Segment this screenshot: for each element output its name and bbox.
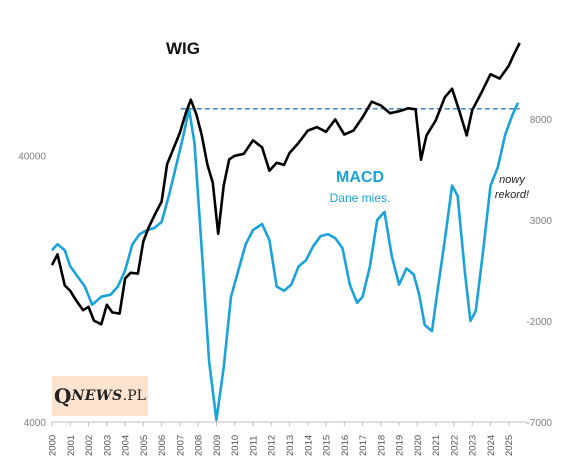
wig-label: WIG xyxy=(166,39,200,58)
right-tick-label: -7000 xyxy=(526,418,552,429)
right-tick-label: 3000 xyxy=(530,216,553,227)
x-tick-label: 2016 xyxy=(340,435,351,456)
record-annotation-line1: nowy xyxy=(499,174,526,186)
x-tick-label: 2003 xyxy=(102,435,113,456)
x-tick-label: 2012 xyxy=(267,435,278,456)
right-axis-ticks: 8000 3000 -2000 -7000 xyxy=(526,115,552,429)
x-tick-label: 2005 xyxy=(139,435,150,456)
x-tick-label: 2013 xyxy=(285,435,296,456)
left-tick-label: 40000 xyxy=(18,151,46,162)
x-tick-label: 2000 xyxy=(48,435,59,456)
macd-sublabel: Dane mies. xyxy=(330,191,391,205)
x-tick-label: 2001 xyxy=(66,435,77,456)
logo-dot: . xyxy=(122,388,128,404)
x-tick-label: 2021 xyxy=(431,435,442,456)
x-tick-label: 2019 xyxy=(395,435,406,456)
x-tick-label: 2020 xyxy=(413,435,424,456)
right-tick-label: 8000 xyxy=(530,115,553,126)
macd-series-line xyxy=(51,102,520,422)
x-tick-label: 2025 xyxy=(504,435,515,456)
qnews-logo: Q NEWS. PL xyxy=(52,376,148,416)
x-tick-label: 2024 xyxy=(486,435,497,456)
x-tick-label: 2002 xyxy=(84,435,95,456)
x-tick-label: 2018 xyxy=(376,435,387,456)
left-tick-label: 4000 xyxy=(24,418,47,429)
x-tick-label: 2010 xyxy=(230,435,241,456)
x-tick-label: 2008 xyxy=(194,435,205,456)
x-tick-label: 2006 xyxy=(157,435,168,456)
right-tick-label: -2000 xyxy=(526,317,552,328)
x-tick-label: 2007 xyxy=(175,435,186,456)
logo-word-news: NEWS xyxy=(71,388,123,404)
logo-word-pl: PL xyxy=(127,388,146,404)
x-tick-label: 2014 xyxy=(303,435,314,456)
wig-series-line xyxy=(50,42,521,326)
x-tick-label: 2009 xyxy=(212,435,223,456)
x-tick-label: 2004 xyxy=(121,435,132,456)
x-axis-ticks: 2000 2001 2002 2003 2004 2005 2006 2007 2008 2009… xyxy=(48,422,515,456)
x-tick-label: 2015 xyxy=(322,435,333,456)
left-axis-ticks: 40000 4000 xyxy=(18,151,46,429)
x-tick-label: 2023 xyxy=(468,435,479,456)
record-annotation-line2: rekord! xyxy=(495,189,529,201)
x-tick-label: 2017 xyxy=(358,435,369,456)
logo-letter-q: Q xyxy=(54,384,72,408)
macd-label: MACD xyxy=(336,169,384,186)
x-tick-label: 2022 xyxy=(449,435,460,456)
x-tick-label: 2011 xyxy=(248,436,259,456)
